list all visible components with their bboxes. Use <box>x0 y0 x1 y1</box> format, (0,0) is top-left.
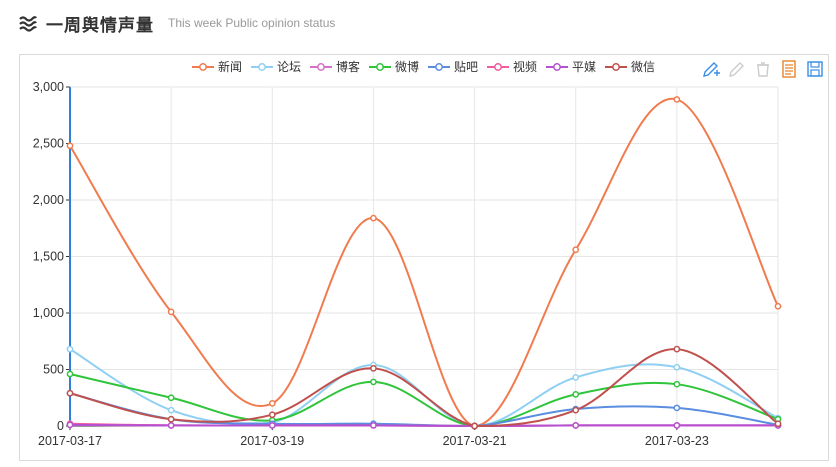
data-point-series-8 <box>471 422 478 430</box>
data-point-series-8 <box>370 365 377 372</box>
header: 一周舆情声量 This week Public opinion status <box>18 10 335 36</box>
draw-pen-add-icon <box>703 62 720 77</box>
chart-toolbox <box>700 58 826 80</box>
legend-swatch-marker <box>199 63 207 71</box>
legend-label: 视频 <box>513 59 537 74</box>
data-point-series-7 <box>268 422 276 429</box>
y-tick-label: 500 <box>43 363 64 377</box>
y-tick-label: 2,500 <box>33 137 64 151</box>
data-point-series-1 <box>572 246 580 254</box>
series-line-8 <box>69 348 779 428</box>
legend-swatch-marker <box>612 63 620 71</box>
series-line-1 <box>69 97 779 428</box>
legend-label: 贴吧 <box>454 60 478 74</box>
legend-swatch-marker <box>435 63 443 71</box>
y-tick-label: 1,000 <box>33 306 64 320</box>
legend-swatch-marker <box>494 63 502 71</box>
data-point-series-2 <box>66 345 74 353</box>
data-point-series-8 <box>774 420 782 428</box>
y-tick-label: 2,000 <box>33 193 64 207</box>
save-image-icon <box>807 61 823 77</box>
data-point-series-4 <box>370 378 377 386</box>
legend-label: 论坛 <box>277 60 301 74</box>
x-tick-label: 2017-03-21 <box>443 434 507 448</box>
data-view-icon <box>782 60 796 78</box>
waves-icon <box>19 16 37 32</box>
data-point-series-2 <box>167 406 175 414</box>
legend-label: 博客 <box>336 59 360 74</box>
data-point-series-7 <box>167 422 175 429</box>
page-subtitle: This week Public opinion status <box>168 16 336 30</box>
y-tick-label: 3,000 <box>33 80 64 94</box>
legend-label: 新闻 <box>218 59 242 74</box>
data-point-series-8 <box>167 415 175 423</box>
data-point-series-4 <box>673 380 681 388</box>
x-tick-label: 2017-03-17 <box>38 434 102 448</box>
save-image-button[interactable] <box>804 58 826 80</box>
legend-swatch-marker <box>376 63 384 71</box>
draw-pen-add-button[interactable] <box>700 58 722 80</box>
legend-label: 微博 <box>395 59 419 74</box>
x-tick-label: 2017-03-23 <box>645 434 709 448</box>
data-point-series-4 <box>66 370 74 378</box>
data-point-series-5 <box>673 404 681 412</box>
data-point-series-7 <box>370 422 377 429</box>
x-tick-label: 2017-03-19 <box>240 434 304 448</box>
data-point-series-7 <box>673 422 681 429</box>
data-point-series-4 <box>167 394 175 402</box>
data-point-series-7 <box>66 421 74 429</box>
data-point-series-8 <box>66 389 74 397</box>
y-tick-label: 1,500 <box>33 250 64 264</box>
data-point-series-1 <box>774 302 782 310</box>
page-title: 一周舆情声量 <box>46 15 154 36</box>
data-point-series-1 <box>167 308 175 316</box>
data-point-series-1 <box>268 400 276 407</box>
data-point-series-1 <box>66 142 74 150</box>
data-point-series-8 <box>572 406 580 414</box>
legend-swatch-marker <box>553 63 561 71</box>
data-point-series-2 <box>572 374 580 381</box>
draw-pen-button[interactable] <box>726 58 748 80</box>
series-line-7 <box>69 423 778 428</box>
data-view-button[interactable] <box>778 58 800 80</box>
data-point-series-4 <box>572 391 580 398</box>
data-point-series-2 <box>673 363 681 371</box>
data-point-series-1 <box>370 214 377 222</box>
chart-panel <box>19 54 829 461</box>
series-line-4 <box>69 373 779 428</box>
data-point-series-8 <box>268 411 276 419</box>
draw-pen-icon <box>729 62 744 77</box>
legend-label: 微信 <box>631 60 655 74</box>
data-point-series-7 <box>572 422 580 429</box>
series-line-2 <box>69 348 779 428</box>
data-point-series-8 <box>673 345 681 353</box>
y-tick-label: 0 <box>57 419 64 433</box>
legend-swatch-marker <box>258 63 266 71</box>
legend-label: 平媒 <box>572 60 596 74</box>
eraser-button[interactable] <box>752 58 774 80</box>
legend-swatch-marker <box>317 63 325 71</box>
eraser-icon <box>757 62 769 77</box>
data-point-series-1 <box>673 96 681 103</box>
